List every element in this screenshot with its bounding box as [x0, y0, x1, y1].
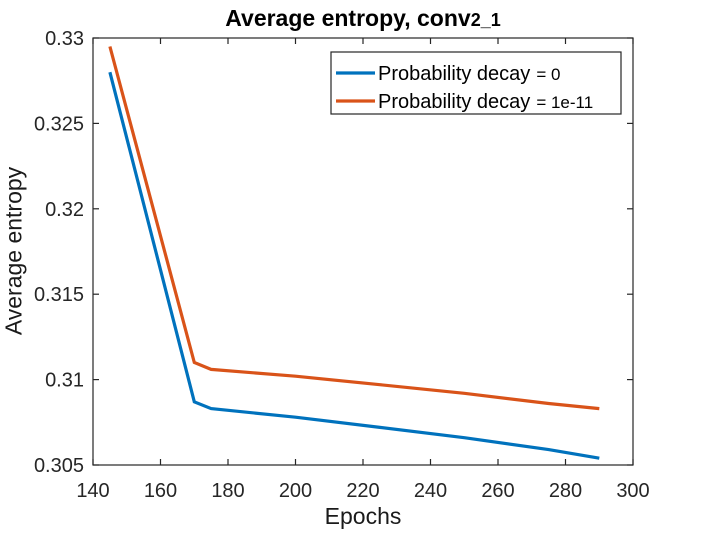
- legend-label-value: = 0: [536, 65, 560, 84]
- series-line-0: [108, 71, 600, 460]
- series-lines: [108, 46, 600, 460]
- legend-label-main: Probability decay: [378, 91, 530, 113]
- x-tick-label: 140: [76, 480, 109, 502]
- legend: Probability decay = 0 Probability decay = 1…: [330, 51, 622, 115]
- tick-marks: [92, 37, 634, 466]
- y-tick-label: 0.33: [45, 28, 84, 50]
- x-tick-label: 280: [549, 480, 582, 502]
- legend-label-value: = 1e-11: [536, 93, 593, 112]
- x-tick-label: 180: [211, 480, 244, 502]
- tick-labels: 140 160 180 200 220 240 260 280 300 0.305 0.31 0.31…: [34, 28, 650, 502]
- x-tick-label: 160: [144, 480, 177, 502]
- y-tick-label: 0.31: [45, 370, 84, 392]
- chart-title-main: Average entropy, conv: [225, 5, 471, 31]
- chart-title: Average entropy, conv2_1: [93, 5, 633, 32]
- legend-label-0: Probability decay = 0: [378, 63, 560, 85]
- x-tick-label: 260: [481, 480, 514, 502]
- y-tick-label: 0.325: [34, 113, 84, 135]
- legend-label-1: Probability decay = 1e-11: [378, 91, 593, 113]
- y-tick-label: 0.315: [34, 284, 84, 306]
- x-tick-label: 220: [346, 480, 379, 502]
- legend-box: [330, 51, 622, 115]
- y-tick-label: 0.305: [34, 455, 84, 477]
- series-line-1: [108, 46, 600, 411]
- x-tick-label: 200: [279, 480, 312, 502]
- legend-label-main: Probability decay: [378, 63, 530, 85]
- x-tick-label: 240: [414, 480, 447, 502]
- x-axis-label: Epochs: [324, 503, 402, 529]
- y-tick-label: 0.32: [45, 199, 84, 221]
- x-tick-label: 300: [616, 480, 649, 502]
- chart-title-suffix: 2_1: [470, 10, 501, 30]
